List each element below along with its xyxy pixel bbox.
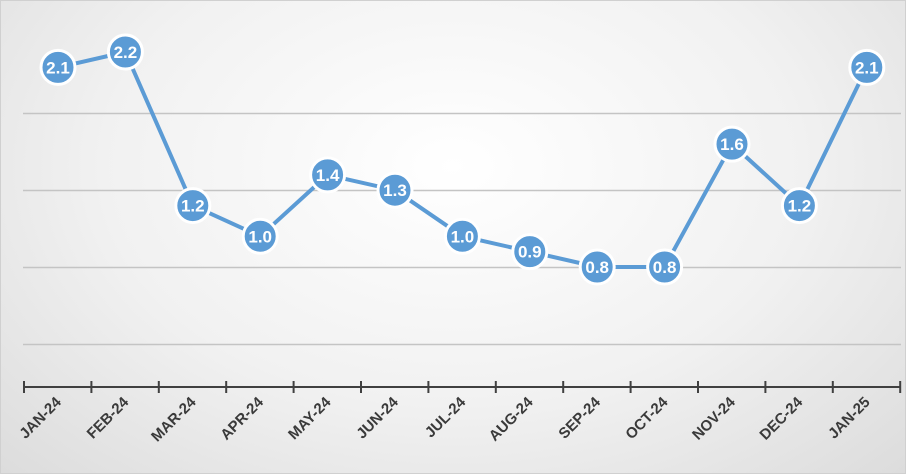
data-point-mar-24 — [174, 187, 212, 225]
data-label-jan-24: 2.1 — [46, 58, 70, 77]
x-tick-label-nov-24: NOV-24 — [689, 393, 739, 443]
x-tick-label-may-24: MAY-24 — [285, 393, 335, 443]
data-label-jan-25: 2.1 — [855, 58, 879, 77]
data-label-jun-24: 1.3 — [383, 181, 407, 200]
data-point-jun-24 — [376, 171, 414, 209]
data-label-apr-24: 1.0 — [248, 227, 272, 246]
x-tick-label-jan-25: JAN-25 — [825, 394, 874, 443]
data-point-jan-24 — [39, 48, 77, 86]
x-tick-label-jul-24: JUL-24 — [422, 393, 470, 441]
x-tick-label-feb-24: FEB-24 — [84, 393, 133, 442]
data-point-jul-24 — [443, 217, 481, 255]
data-point-dec-24 — [780, 187, 818, 225]
x-axis — [23, 381, 902, 393]
data-point-feb-24 — [106, 33, 144, 71]
data-point-jan-25 — [848, 48, 886, 86]
x-tick-labels: JAN-24 FEB-24 MAR-24 APR-24 MAY-24 JUN-24 JUL-… — [16, 393, 873, 445]
x-tick-label-jun-24: JUN-24 — [353, 393, 402, 442]
data-points: 2.1 2.2 1.2 1.0 1.4 1.3 1.0 0.9 0.8 0.8 1.6 1.2 2.1 — [39, 33, 886, 286]
data-point-nov-24 — [713, 125, 751, 163]
x-tick-label-oct-24: OCT-24 — [622, 393, 672, 443]
x-tick-label-apr-24: APR-24 — [217, 393, 267, 443]
data-label-nov-24: 1.6 — [720, 135, 744, 154]
data-label-oct-24: 0.8 — [653, 258, 677, 277]
x-tick-label-sep-24: SEP-24 — [555, 393, 604, 442]
data-point-apr-24 — [241, 217, 279, 255]
data-point-oct-24 — [646, 248, 684, 286]
data-label-may-24: 1.4 — [316, 166, 340, 185]
data-label-mar-24: 1.2 — [181, 197, 205, 216]
x-tick-label-dec-24: DEC-24 — [756, 393, 806, 443]
data-label-jul-24: 1.0 — [451, 227, 475, 246]
data-label-sep-24: 0.8 — [585, 258, 609, 277]
data-label-feb-24: 2.2 — [114, 43, 138, 62]
data-point-sep-24 — [578, 248, 616, 286]
data-label-dec-24: 1.2 — [788, 197, 812, 216]
data-label-aug-24: 0.9 — [518, 243, 542, 262]
x-tick-label-aug-24: AUG-24 — [486, 393, 537, 444]
gridlines — [23, 112, 901, 346]
x-tick-label-jan-24: JAN-24 — [16, 393, 65, 442]
data-point-aug-24 — [511, 233, 549, 271]
data-point-may-24 — [309, 156, 347, 194]
x-tick-label-mar-24: MAR-24 — [148, 393, 200, 445]
